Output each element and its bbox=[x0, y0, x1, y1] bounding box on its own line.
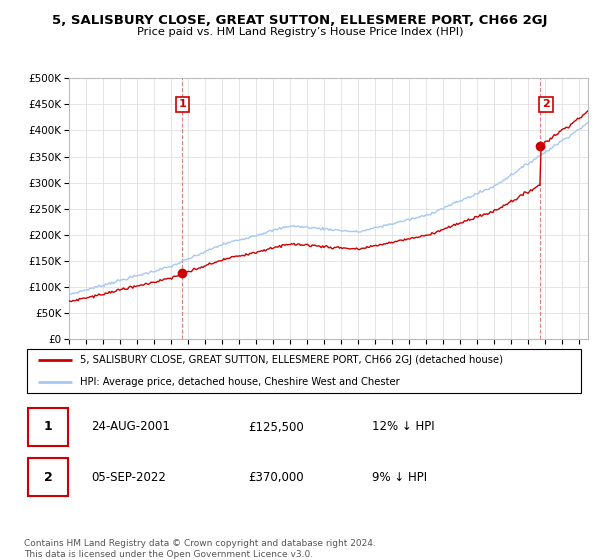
Text: 2: 2 bbox=[542, 100, 550, 109]
Text: £125,500: £125,500 bbox=[248, 421, 304, 433]
Text: Price paid vs. HM Land Registry’s House Price Index (HPI): Price paid vs. HM Land Registry’s House … bbox=[137, 27, 463, 37]
Text: 2: 2 bbox=[44, 471, 52, 484]
FancyBboxPatch shape bbox=[28, 458, 68, 497]
Text: 1: 1 bbox=[178, 100, 186, 109]
Text: 1: 1 bbox=[44, 421, 52, 433]
FancyBboxPatch shape bbox=[28, 408, 68, 446]
Text: 24-AUG-2001: 24-AUG-2001 bbox=[91, 421, 170, 433]
Text: 5, SALISBURY CLOSE, GREAT SUTTON, ELLESMERE PORT, CH66 2GJ (detached house): 5, SALISBURY CLOSE, GREAT SUTTON, ELLESM… bbox=[80, 355, 503, 365]
Text: Contains HM Land Registry data © Crown copyright and database right 2024.
This d: Contains HM Land Registry data © Crown c… bbox=[24, 539, 376, 559]
Text: 12% ↓ HPI: 12% ↓ HPI bbox=[372, 421, 434, 433]
Text: 9% ↓ HPI: 9% ↓ HPI bbox=[372, 471, 427, 484]
Text: HPI: Average price, detached house, Cheshire West and Chester: HPI: Average price, detached house, Ches… bbox=[80, 377, 400, 387]
FancyBboxPatch shape bbox=[27, 349, 581, 393]
Text: 5, SALISBURY CLOSE, GREAT SUTTON, ELLESMERE PORT, CH66 2GJ: 5, SALISBURY CLOSE, GREAT SUTTON, ELLESM… bbox=[52, 14, 548, 27]
Text: £370,000: £370,000 bbox=[248, 471, 304, 484]
Text: 05-SEP-2022: 05-SEP-2022 bbox=[91, 471, 166, 484]
